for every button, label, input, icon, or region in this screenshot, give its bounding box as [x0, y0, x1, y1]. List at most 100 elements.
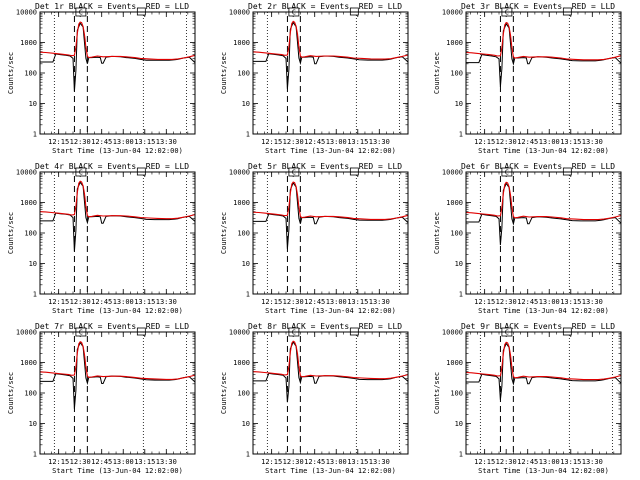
- x-tick-label: 12:45: [304, 458, 325, 466]
- y-tick-label: 10000: [229, 329, 250, 337]
- y-axis-label: Counts/sec: [433, 372, 441, 414]
- lld-series-line: [39, 21, 196, 60]
- plot-frame: [252, 171, 409, 295]
- x-tick-label: 12:15: [261, 458, 282, 466]
- y-tick-label: 100: [237, 390, 250, 398]
- y-tick-label: 1: [246, 451, 250, 459]
- panel-title: Det 1r BLACK = Events, RED = LLD: [35, 2, 189, 11]
- panel-title: Det 4r BLACK = Events, RED = LLD: [35, 162, 189, 171]
- y-tick-label: 100: [237, 230, 250, 238]
- panel-title: Det 5r BLACK = Events, RED = LLD: [248, 162, 402, 171]
- x-tick-label: 12:30: [70, 298, 91, 306]
- x-tick-label: 13:15: [560, 458, 581, 466]
- y-tick-label: 1000: [20, 199, 37, 207]
- plot-frame: [252, 331, 409, 455]
- x-tick-label: 12:45: [517, 458, 538, 466]
- y-tick-label: 1000: [233, 199, 250, 207]
- y-tick-label: 10000: [16, 169, 37, 177]
- events-series-line: [253, 340, 409, 403]
- lld-series-line: [252, 20, 409, 60]
- lld-series-line: [252, 181, 409, 220]
- y-tick-label: 1: [33, 451, 37, 459]
- x-tick-label: 12:15: [48, 458, 69, 466]
- y-tick-label: 10000: [229, 169, 250, 177]
- y-tick-label: 100: [24, 70, 37, 78]
- x-tick-label: 12:15: [48, 298, 69, 306]
- y-tick-label: 10: [242, 100, 250, 108]
- detector-panel: Det 9r BLACK = Events, RED = LLD 1 10 100 10…: [433, 322, 622, 475]
- x-tick-label: 13:30: [582, 298, 603, 306]
- x-tick-label: 13:00: [326, 138, 347, 146]
- detector-panel: Det 4r BLACK = Events, RED = LLD 1 10 100 10…: [7, 162, 196, 315]
- x-tick-label: 12:45: [91, 138, 112, 146]
- y-tick-label: 1000: [233, 359, 250, 367]
- detector-panel: Det 2r BLACK = Events, RED = LLD 1 10 100 10…: [220, 2, 409, 155]
- y-tick-label: 10000: [229, 9, 250, 17]
- events-series-line: [253, 21, 409, 89]
- x-tick-label: 12:15: [474, 298, 495, 306]
- y-tick-label: 100: [237, 70, 250, 78]
- events-series-line: [466, 22, 622, 87]
- panel-title: Det 2r BLACK = Events, RED = LLD: [248, 2, 402, 11]
- y-tick-label: 1000: [233, 39, 250, 47]
- x-axis-label: Start Time (13-Jun-04 12:02:00): [478, 307, 609, 315]
- lld-series-line: [39, 340, 196, 380]
- y-tick-label: 1: [459, 291, 463, 299]
- x-tick-label: 12:15: [261, 138, 282, 146]
- plot-frame: [39, 331, 196, 455]
- lld-series-line: [465, 341, 622, 381]
- y-tick-label: 10000: [442, 329, 463, 337]
- events-series-line: [466, 182, 622, 246]
- y-axis-label: Counts/sec: [7, 212, 15, 254]
- x-tick-label: 12:30: [496, 458, 517, 466]
- x-tick-label: 13:00: [326, 458, 347, 466]
- x-tick-label: 12:30: [283, 298, 304, 306]
- y-tick-label: 10000: [442, 169, 463, 177]
- y-tick-label: 10: [29, 420, 37, 428]
- plot-frame: [39, 171, 196, 295]
- y-axis-label: Counts/sec: [220, 212, 228, 254]
- x-tick-label: 13:00: [539, 458, 560, 466]
- y-tick-label: 100: [24, 230, 37, 238]
- y-tick-label: 100: [450, 230, 463, 238]
- y-tick-label: 10000: [16, 9, 37, 17]
- x-tick-label: 13:30: [156, 138, 177, 146]
- y-tick-label: 1: [246, 291, 250, 299]
- x-tick-label: 12:45: [304, 298, 325, 306]
- y-tick-label: 1000: [446, 199, 463, 207]
- x-tick-label: 12:45: [91, 298, 112, 306]
- x-tick-label: 13:00: [113, 458, 134, 466]
- y-tick-label: 10: [242, 420, 250, 428]
- x-tick-label: 12:15: [474, 458, 495, 466]
- x-tick-label: 13:00: [539, 298, 560, 306]
- x-axis-label: Start Time (13-Jun-04 12:02:00): [52, 147, 183, 155]
- y-tick-label: 1000: [446, 39, 463, 47]
- x-tick-label: 13:00: [539, 138, 560, 146]
- plot-frame: [465, 171, 622, 295]
- lld-series-line: [39, 180, 196, 220]
- x-tick-label: 13:15: [134, 138, 155, 146]
- y-tick-label: 1: [246, 131, 250, 139]
- detector-panel: Det 8r BLACK = Events, RED = LLD 1 10 100 10…: [220, 322, 409, 475]
- panel-title: Det 8r BLACK = Events, RED = LLD: [248, 322, 402, 331]
- y-axis-label: Counts/sec: [433, 212, 441, 254]
- events-series-line: [253, 181, 409, 249]
- x-tick-label: 12:45: [517, 298, 538, 306]
- x-tick-label: 12:15: [48, 138, 69, 146]
- x-tick-label: 12:30: [70, 138, 91, 146]
- x-tick-label: 12:15: [261, 298, 282, 306]
- y-tick-label: 10: [455, 260, 463, 268]
- x-tick-label: 13:15: [347, 298, 368, 306]
- lld-series-line: [252, 340, 409, 380]
- x-tick-label: 12:30: [496, 298, 517, 306]
- x-axis-label: Start Time (13-Jun-04 12:02:00): [52, 307, 183, 315]
- detector-panel: Det 3r BLACK = Events, RED = LLD 1 10 100 10…: [433, 2, 622, 155]
- y-axis-label: Counts/sec: [7, 52, 15, 94]
- x-tick-label: 12:45: [517, 138, 538, 146]
- y-tick-label: 100: [24, 390, 37, 398]
- y-axis-label: Counts/sec: [7, 372, 15, 414]
- y-tick-label: 10: [242, 260, 250, 268]
- x-tick-label: 13:30: [369, 138, 390, 146]
- x-tick-label: 13:00: [326, 298, 347, 306]
